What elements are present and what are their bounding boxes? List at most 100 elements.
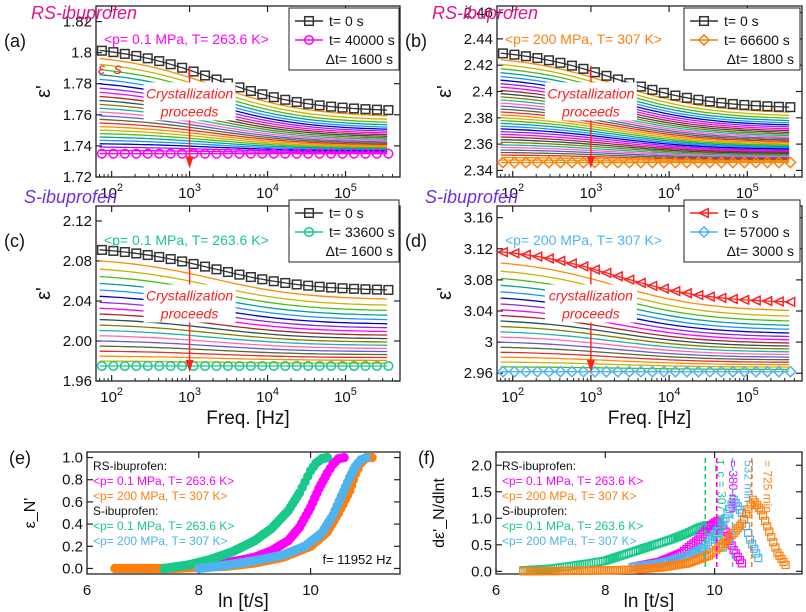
data-point <box>588 264 600 276</box>
series-1 <box>496 156 797 169</box>
data-point <box>131 360 142 372</box>
x-tick-exponent: 3 <box>195 182 201 194</box>
data-curve <box>500 351 790 363</box>
arrow-head <box>586 360 595 373</box>
data-point <box>657 156 671 169</box>
x-tick-label: 105 <box>334 182 357 202</box>
data-point <box>611 365 625 378</box>
y-tick-label: 1.76 <box>63 107 92 124</box>
data-curve <box>99 355 388 362</box>
x-tick-label: 6 <box>83 582 91 599</box>
data-point <box>634 156 648 169</box>
data-point <box>623 156 636 169</box>
data-point <box>108 360 119 372</box>
data-point <box>131 248 142 259</box>
y-tick-label: 2.34 <box>464 162 493 179</box>
x-tick-label: 103 <box>178 386 201 406</box>
data-point <box>693 94 704 105</box>
data-point <box>154 56 165 67</box>
data-point <box>268 276 279 287</box>
data-point <box>268 92 279 103</box>
data-curve <box>99 295 388 325</box>
x-tick-exponent: 2 <box>518 386 524 398</box>
y-tick-label: 1.0 <box>471 510 492 527</box>
x-tick-exponent: 3 <box>596 182 602 194</box>
data-curve <box>99 301 388 329</box>
x-tick-exponent: 5 <box>753 182 759 194</box>
y-tick-label: 3.16 <box>464 210 493 227</box>
data-point <box>337 360 348 372</box>
annotation-text: Crystallization <box>547 85 634 101</box>
data-point <box>543 55 554 66</box>
data-point <box>772 296 784 308</box>
panel-label: (e) <box>9 448 31 468</box>
data-point <box>783 296 796 308</box>
data-point <box>383 105 394 116</box>
x-tick-exponent: 4 <box>273 386 279 398</box>
data-point <box>520 51 531 62</box>
data-point <box>593 566 602 575</box>
data-point <box>199 70 211 81</box>
data-curve <box>500 68 790 119</box>
data-point <box>769 538 778 547</box>
data-point <box>314 281 325 292</box>
chart-title: S-ibuprofen <box>425 187 518 207</box>
data-point <box>348 360 360 372</box>
data-point <box>496 246 508 258</box>
data-point <box>303 360 314 372</box>
y-tick-label: 2.04 <box>63 293 92 310</box>
y-axis-label: ε_N' <box>22 498 39 529</box>
data-point <box>314 100 325 111</box>
data-point <box>754 503 764 512</box>
data-point <box>234 360 245 372</box>
data-point <box>762 101 773 112</box>
data-point <box>322 452 333 463</box>
data-curve <box>99 122 388 146</box>
data-point <box>622 274 635 286</box>
data-point <box>337 102 348 113</box>
y-tick-label: 0.0 <box>62 560 83 577</box>
data-point <box>771 543 780 552</box>
data-curve <box>99 136 388 150</box>
legend-box <box>288 199 400 263</box>
data-point <box>154 251 165 262</box>
legend-marker <box>303 15 315 27</box>
data-point <box>721 514 730 523</box>
y-tick-label: 0.6 <box>62 494 83 511</box>
data-point <box>680 287 692 299</box>
data-point <box>245 85 256 97</box>
data-point <box>566 60 577 71</box>
data-point <box>761 156 774 169</box>
x-axis-label: Freq. [Hz] <box>608 408 691 429</box>
data-point <box>669 156 682 169</box>
y-tick-label: 1.5 <box>471 484 492 501</box>
intermediate-curves <box>500 52 790 164</box>
data-point <box>760 295 773 307</box>
data-curve <box>99 335 388 350</box>
data-point <box>108 148 119 159</box>
data-point <box>371 360 382 372</box>
y-axis-label: dε'_N/dlnt <box>431 478 448 548</box>
data-point <box>496 365 510 378</box>
data-point <box>211 148 222 159</box>
data-curve <box>99 350 388 359</box>
data-point <box>615 565 624 575</box>
data-point <box>291 360 302 372</box>
data-point <box>738 365 751 378</box>
legend-text: <p= 0.1 MPa, T= 263.6 K> <box>502 474 643 488</box>
data-curve <box>99 69 388 123</box>
data-point <box>177 256 188 267</box>
tau-label: 532 min <box>742 460 756 503</box>
data-point <box>165 148 176 159</box>
data-point <box>497 48 508 59</box>
y-tick-label: 2.00 <box>63 333 92 350</box>
annotation-bg <box>544 284 637 323</box>
data-curve <box>99 63 388 120</box>
data-curve <box>500 133 790 152</box>
data-point <box>604 566 613 575</box>
data-point <box>756 506 766 515</box>
y-axis-label: ε' <box>33 85 55 98</box>
x-tick-label: 104 <box>658 182 681 202</box>
data-point <box>360 148 371 159</box>
data-point <box>348 283 360 294</box>
